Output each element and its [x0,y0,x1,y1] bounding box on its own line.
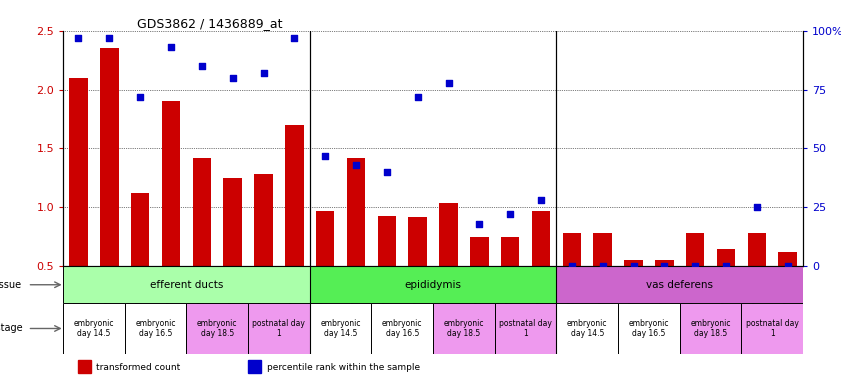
Point [565,263,579,269]
Point [658,263,671,269]
Text: embryonic
day 14.5: embryonic day 14.5 [74,319,114,338]
Bar [316,211,335,266]
Text: postnatal day
1: postnatal day 1 [500,319,552,338]
Point [719,263,733,269]
Bar [470,237,489,266]
Bar [557,266,803,303]
Bar [63,303,124,354]
Point [288,35,301,41]
Bar [563,233,581,266]
Bar [409,217,427,266]
Text: embryonic
day 16.5: embryonic day 16.5 [382,319,422,338]
Bar [742,303,803,354]
Bar [378,215,396,266]
Text: postnatal day
1: postnatal day 1 [252,319,305,338]
Bar [594,233,612,266]
Bar [495,303,557,354]
Bar [100,48,119,266]
Bar [224,178,242,266]
Text: embryonic
day 14.5: embryonic day 14.5 [567,319,607,338]
Bar [124,303,187,354]
Point [627,263,640,269]
Point [349,162,362,168]
Text: vas deferens: vas deferens [646,280,713,290]
Bar [624,260,643,266]
Bar [557,303,618,354]
Point [195,63,209,69]
Bar [193,158,211,266]
Point [103,35,116,41]
Point [781,263,795,269]
Bar [187,303,248,354]
Point [226,75,240,81]
Bar [161,101,180,266]
Bar [63,266,309,303]
Bar [131,193,150,266]
Bar [532,211,550,266]
Text: embryonic
day 14.5: embryonic day 14.5 [320,319,361,338]
Point [689,263,702,269]
Bar [309,303,372,354]
Point [71,35,85,41]
Bar [618,303,680,354]
Bar [501,237,520,266]
Bar [372,303,433,354]
Text: embryonic
day 16.5: embryonic day 16.5 [629,319,669,338]
Bar [680,303,742,354]
Text: transformed count: transformed count [97,363,181,372]
Bar [433,303,495,354]
Text: efferent ducts: efferent ducts [150,280,223,290]
Point [504,211,517,217]
Text: embryonic
day 16.5: embryonic day 16.5 [135,319,176,338]
Point [164,44,177,50]
Point [442,79,455,86]
Bar [686,233,705,266]
Bar [779,252,797,266]
Point [257,70,270,76]
Point [596,263,610,269]
Point [473,221,486,227]
Text: embryonic
day 18.5: embryonic day 18.5 [690,319,731,338]
Bar [655,260,674,266]
Text: embryonic
day 18.5: embryonic day 18.5 [444,319,484,338]
Text: postnatal day
1: postnatal day 1 [746,319,799,338]
Point [750,204,764,210]
Bar [346,158,365,266]
Bar [439,203,458,266]
Point [380,169,394,175]
Bar [309,266,557,303]
Bar [285,125,304,266]
Bar [69,78,87,266]
Text: percentile rank within the sample: percentile rank within the sample [267,363,420,372]
Point [411,94,425,100]
Bar [248,360,262,373]
Point [319,152,332,159]
Text: development stage: development stage [0,323,23,333]
Bar [717,248,735,266]
Text: embryonic
day 18.5: embryonic day 18.5 [197,319,237,338]
Bar [248,303,309,354]
Point [534,197,547,204]
Point [134,94,147,100]
Text: epididymis: epididymis [405,280,462,290]
Bar [78,360,91,373]
Bar [254,174,272,266]
Bar [748,233,766,266]
Text: tissue: tissue [0,280,23,290]
Text: GDS3862 / 1436889_at: GDS3862 / 1436889_at [137,17,283,30]
